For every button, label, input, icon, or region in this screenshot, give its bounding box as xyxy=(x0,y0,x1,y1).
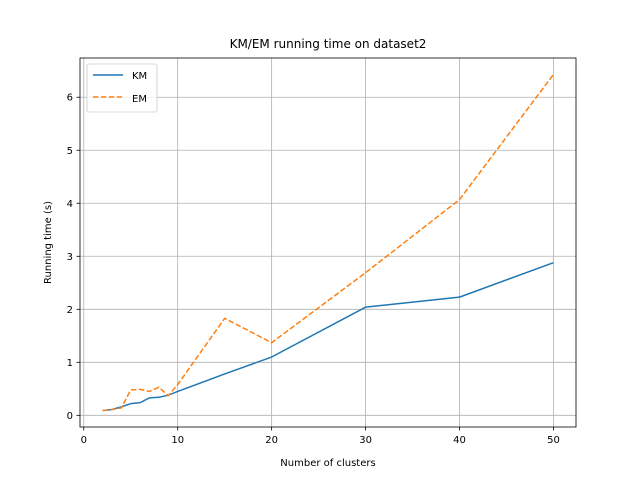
y-axis-ticks: 0 1 2 3 4 5 6 xyxy=(67,93,80,422)
legend-label-km: KM xyxy=(132,71,147,82)
plot-frame xyxy=(79,57,577,428)
y-tick-label: 5 xyxy=(67,146,73,157)
x-axis-label: Number of clusters xyxy=(280,458,375,469)
x-tick-label: 30 xyxy=(359,435,372,446)
grid-lines xyxy=(80,58,576,427)
legend-box xyxy=(86,63,158,113)
y-tick-label: 4 xyxy=(67,199,73,210)
y-tick-label: 2 xyxy=(67,305,73,316)
x-tick-label: 20 xyxy=(265,435,278,446)
x-tick-label: 10 xyxy=(171,435,184,446)
plot-lines xyxy=(102,73,555,412)
legend-label-em: EM xyxy=(132,94,147,105)
y-tick-label: 0 xyxy=(67,411,73,422)
chart-title: KM/EM running time on dataset2 xyxy=(230,37,427,51)
y-axis-label: Running time (s) xyxy=(43,201,54,284)
y-tick-label: 3 xyxy=(67,252,73,263)
x-axis-ticks: 0 10 20 30 40 50 xyxy=(81,427,560,446)
y-tick-label: 1 xyxy=(67,358,73,369)
x-tick-label: 0 xyxy=(81,435,87,446)
series-line-em xyxy=(102,73,555,412)
x-tick-label: 50 xyxy=(547,435,560,446)
y-tick-label: 6 xyxy=(67,93,73,104)
legend: KM EM xyxy=(86,63,158,113)
x-tick-label: 40 xyxy=(453,435,466,446)
